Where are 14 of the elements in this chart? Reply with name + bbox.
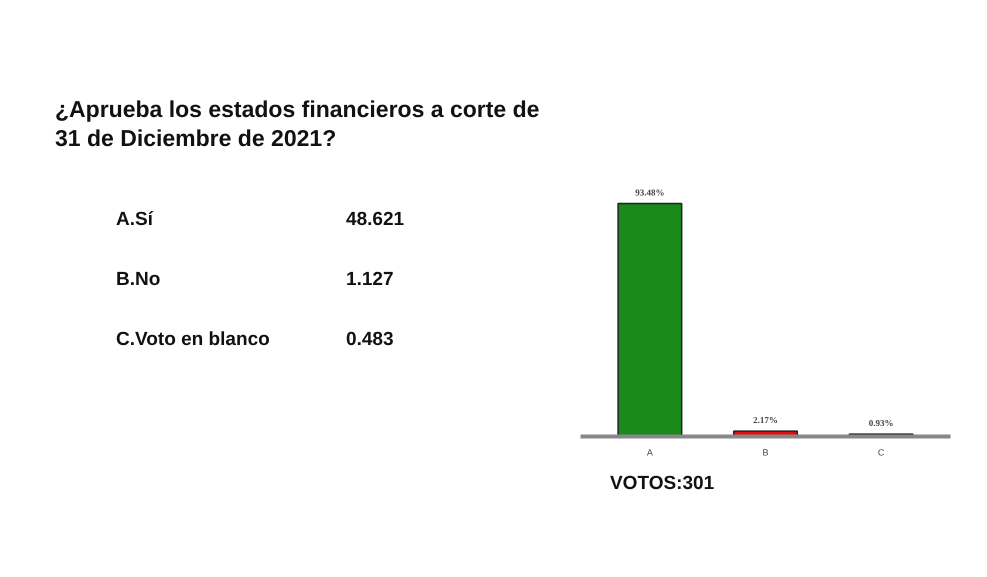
- data-label: 93.48%: [635, 187, 664, 198]
- text: 0.483: [345, 328, 395, 352]
- text: C.Voto en blanco: [115, 328, 271, 352]
- x-tick-label: C: [878, 448, 885, 458]
- text: B.No: [115, 268, 162, 292]
- x-tick-label: A: [646, 448, 653, 458]
- data-label: 0.93%: [868, 418, 894, 428]
- text: ¿Aprueba los estados financieros a corte de 31 de Diciembre de 2021?: [55, 95, 540, 152]
- text: VOTOS:301: [610, 472, 714, 496]
- text: 48.621: [345, 208, 406, 232]
- data-label: 2.17%: [753, 415, 778, 426]
- x-tick-label: B: [762, 448, 769, 458]
- text: A.Sí: [115, 208, 154, 232]
- text: 1.127: [345, 268, 395, 292]
